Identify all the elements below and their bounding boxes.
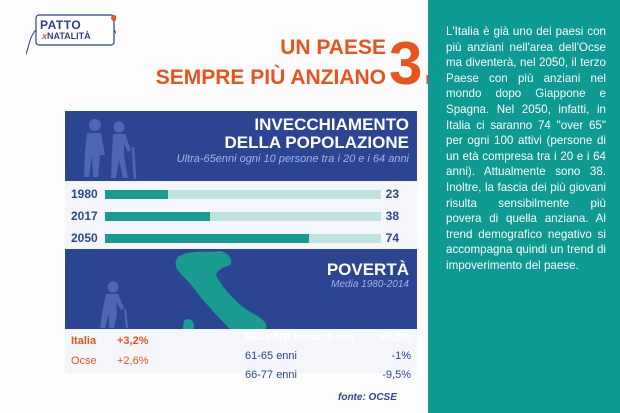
- poverty-title: POVERTÀ: [326, 260, 409, 279]
- bar-category-label: 1980: [71, 187, 98, 201]
- bar-1980: [105, 190, 169, 199]
- logo-line2: xNATALITÀ: [42, 31, 91, 41]
- age-label: 66-77 enni: [245, 369, 297, 381]
- bar-value-label: 74: [385, 231, 399, 245]
- bar-category-label: 2050: [71, 231, 98, 245]
- bar-track: [105, 212, 381, 221]
- age-value: +3,2%: [379, 331, 412, 343]
- headline-line1: UN PAESE: [280, 36, 386, 59]
- logo-line1: PATTO: [40, 18, 82, 32]
- chart-panel: INVECCHIAMENTO DELLA POPOLAZIONE Ultra-6…: [65, 111, 417, 381]
- bar-value-label: 23: [385, 187, 399, 201]
- elderly-cane-icon: [100, 281, 128, 329]
- poverty-table: Italia +3,2% Ocse +2,6%: [65, 329, 417, 373]
- chart-title-line2: DELLA POPOLAZIONE: [224, 133, 410, 152]
- age-value: -1%: [391, 350, 411, 362]
- bar-2017: [105, 212, 210, 221]
- logo-string-icon: [26, 14, 116, 56]
- source-note: fonte: OCSE: [338, 392, 397, 403]
- bar-row-2050: 2050 74: [65, 229, 417, 249]
- bar-chart: 1980 23 2017 38 2050 74: [65, 181, 417, 249]
- bar-category-label: 2017: [71, 209, 98, 223]
- side-column: L'Italia è già uno dei paesi con più anz…: [428, 0, 620, 413]
- country-ocse-value: +2,6%: [117, 355, 149, 367]
- age-row-giovani: GIOVANI fino ai 25 anni +3,2%: [245, 331, 411, 347]
- bar-track: [105, 190, 381, 199]
- country-italia-value: +3,2%: [117, 335, 149, 347]
- side-text: L'Italia è già uno dei paesi con più anz…: [446, 25, 606, 272]
- age-row-66-77: 66-77 enni -9,5%: [245, 369, 411, 385]
- bar-row-2017: 2017 38: [65, 207, 417, 227]
- age-value: -9,5%: [382, 369, 411, 381]
- country-italia: Italia: [71, 335, 97, 347]
- elderly-couple-icon: [84, 119, 137, 180]
- bar-2050: [105, 234, 310, 243]
- bar-row-1980: 1980 23: [65, 185, 417, 205]
- poverty-subtitle: Media 1980-2014: [331, 279, 409, 290]
- age-row-61-65: 61-65 enni -1%: [245, 350, 411, 366]
- bar-value-label: 38: [385, 209, 399, 223]
- chart-subtitle: Ultra-65enni ogni 10 persone tra i 20 e …: [176, 153, 409, 165]
- country-ocse: Ocse: [71, 355, 97, 367]
- age-note: fino ai 25 anni: [293, 332, 354, 342]
- age-label: 61-65 enni: [245, 350, 297, 362]
- chart-title-line1: INVECCHIAMENTO: [254, 115, 409, 134]
- logo: PATTO xNATALITÀ: [26, 10, 116, 56]
- headline-line2: SEMPRE PIÙ ANZIANO: [155, 66, 386, 89]
- age-label: GIOVANI: [245, 331, 291, 343]
